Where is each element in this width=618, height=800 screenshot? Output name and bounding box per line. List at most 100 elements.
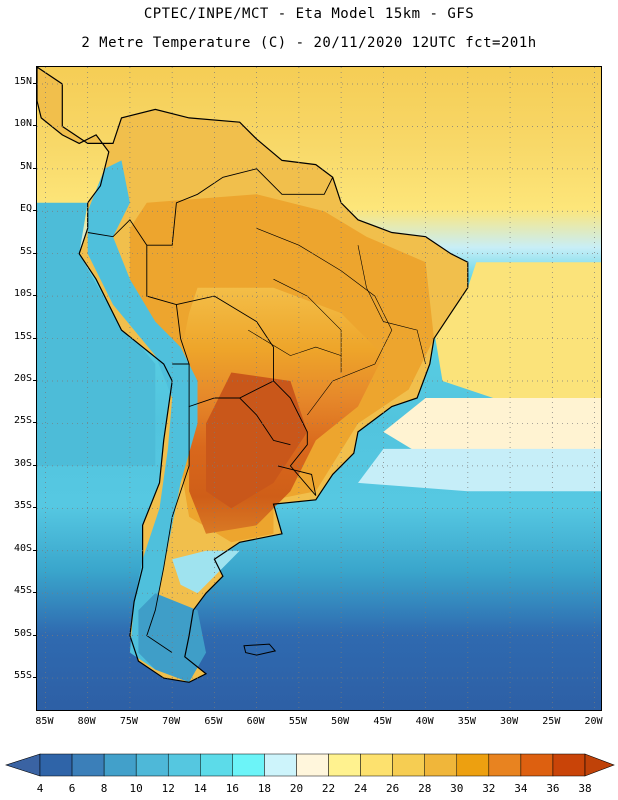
colorbar-label: 8 <box>100 782 108 795</box>
latitude-label: 15N <box>13 75 32 87</box>
latitude-label: 35S <box>13 500 32 512</box>
longitude-label: 75W <box>119 716 138 727</box>
colorbar-label: 4 <box>36 782 44 795</box>
colorbar-label: 10 <box>129 782 143 795</box>
latitude-label: 10S <box>13 288 32 300</box>
longitude-label: 40W <box>415 716 434 727</box>
colorbar-swatch <box>264 753 297 777</box>
andes-cold-spine <box>87 160 198 670</box>
latitude-tick <box>33 549 36 551</box>
patagonia-mild <box>172 550 240 594</box>
map-canvas <box>37 67 601 710</box>
colorbar-swatch <box>520 753 554 777</box>
country-border <box>277 465 317 496</box>
colorbar-label: 6 <box>68 782 76 795</box>
longitude-label: 70W <box>162 716 181 727</box>
longitude-label: 30W <box>500 716 519 727</box>
colorbar-swatch <box>296 753 329 777</box>
state-border <box>256 228 393 416</box>
color-scale-bar <box>5 753 615 777</box>
latitude-label: 5S <box>19 245 32 257</box>
latitude-tick <box>33 507 36 509</box>
colorbar-label: 22 <box>321 782 336 795</box>
state-border <box>273 278 342 373</box>
latitude-label: 45S <box>13 585 32 597</box>
cool-sea-band <box>358 448 601 492</box>
country-border <box>87 219 148 246</box>
latitude-label: 55S <box>13 670 32 682</box>
latitude-label: 10N <box>13 118 32 130</box>
colorbar-swatch <box>488 753 522 777</box>
latitude-label: 15S <box>13 330 32 342</box>
colorbar-label: 34 <box>514 782 528 795</box>
longitude-label: 65W <box>204 716 223 727</box>
latitude-tick <box>33 677 36 679</box>
colorbar-label: 36 <box>546 782 560 795</box>
hottest-core <box>206 372 308 509</box>
latitude-tick <box>33 210 36 212</box>
colorbar-under-arrow <box>5 753 41 777</box>
country-border <box>146 245 190 365</box>
colorbar-label: 18 <box>257 782 272 795</box>
latitude-tick <box>33 82 36 84</box>
longitude-label: 85W <box>35 716 54 727</box>
latitude-label: 40S <box>13 542 32 554</box>
coastline <box>37 67 469 683</box>
colorbar-label: 20 <box>289 782 304 795</box>
colorbar-label: 12 <box>161 782 175 795</box>
colorbar-swatch <box>135 753 169 777</box>
longitude-label: 60W <box>246 716 265 727</box>
colorbar-swatch <box>360 753 393 777</box>
colorbar-label: 30 <box>450 782 464 795</box>
country-border <box>146 168 334 246</box>
colorbar-over-arrow <box>584 753 615 777</box>
state-border <box>357 245 426 365</box>
colorbar-label: 26 <box>386 782 400 795</box>
colorbar-label: 38 <box>578 782 592 795</box>
colorbar-label: 16 <box>225 782 239 795</box>
latitude-tick <box>33 337 36 339</box>
title-line-2: 2 Metre Temperature (C) - 20/11/2020 12U… <box>81 35 537 51</box>
country-border <box>176 295 317 496</box>
pacific-cold-band <box>37 202 156 466</box>
latitude-tick <box>33 422 36 424</box>
colorbar-swatch <box>456 753 490 777</box>
latitude-tick <box>33 380 36 381</box>
temperature-map <box>36 66 602 711</box>
latitude-tick <box>33 167 36 169</box>
longitude-label: 20W <box>584 716 603 727</box>
colorbar-label: 28 <box>418 782 432 795</box>
latitude-tick <box>33 295 36 297</box>
longitude-label: 80W <box>77 716 96 727</box>
colorbar-swatch <box>71 753 105 777</box>
colorbar-swatch <box>424 753 458 777</box>
latitude-label: EQ <box>19 203 32 215</box>
colorbar-swatch <box>103 753 137 777</box>
colorbar-swatch <box>552 753 586 777</box>
latitude-label: 25S <box>13 415 32 427</box>
latitude-tick <box>33 125 36 127</box>
longitude-label: 55W <box>288 716 307 727</box>
colorbar-label: 24 <box>353 782 368 795</box>
longitude-label: 50W <box>331 716 350 727</box>
colorbar-label: 14 <box>193 782 207 795</box>
colorbar-label: 32 <box>482 782 496 795</box>
state-border <box>248 329 342 356</box>
colorbar-swatch <box>200 753 233 777</box>
falkland-islands <box>243 643 277 656</box>
mild-sea-band <box>383 398 601 458</box>
colorbar-swatch <box>392 753 425 777</box>
colorbar-swatch <box>39 753 73 777</box>
latitude-label: 50S <box>13 627 32 639</box>
latitude-label: 5N <box>19 160 32 172</box>
latitude-label: 30S <box>13 457 32 469</box>
latitude-tick <box>33 634 36 636</box>
colorbar-swatch <box>328 753 361 777</box>
country-border <box>146 406 190 653</box>
title-line-1: CPTEC/INPE/MCT - Eta Model 15km - GFS <box>143 6 475 22</box>
latitude-tick <box>33 464 36 466</box>
longitude-label: 35W <box>457 716 476 727</box>
longitude-label: 25W <box>542 716 561 727</box>
colorbar-swatch <box>232 753 265 777</box>
latitude-label: 20S <box>13 373 32 384</box>
